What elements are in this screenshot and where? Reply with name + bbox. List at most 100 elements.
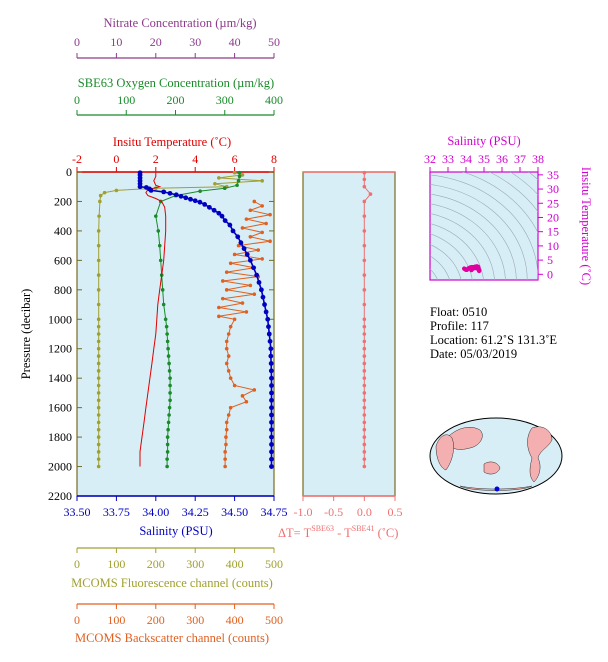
delta-t-label-sup1: SBE63 xyxy=(311,524,334,533)
salinity-point xyxy=(263,309,269,315)
fluorescence-point xyxy=(96,457,101,461)
temperature-axis-label: Insitu Temperature (˚C) xyxy=(113,135,231,149)
salinity-tick-labels: 33.50 33.75 34.00 34.25 34.50 34.75 xyxy=(64,496,288,519)
float-location-marker xyxy=(494,486,500,492)
nitrate-tick-label: 20 xyxy=(150,35,162,49)
fluorescence-point xyxy=(260,179,264,183)
oxygen-point xyxy=(158,258,163,263)
delta-t-tick-labels: -1.0 -0.5 0.0 0.5 xyxy=(294,496,403,519)
oxygen-point xyxy=(154,214,158,218)
delta-t-point xyxy=(362,339,367,344)
delta-t-point xyxy=(362,464,367,469)
isopycnal-line xyxy=(430,203,506,280)
salinity-point xyxy=(269,390,274,396)
float-location: Location: 61.2˚S 131.3˚E xyxy=(430,333,558,347)
backscatter-point xyxy=(224,346,229,351)
oxygen-point xyxy=(165,464,169,469)
oxygen-axis-label: SBE63 Oxygen Concentration (µm/kg) xyxy=(78,76,274,90)
delta-t-point xyxy=(362,376,367,380)
backscatter-point xyxy=(232,383,237,388)
ts-temperature-axis-label: Insitu Temperature (˚C) xyxy=(579,167,593,285)
fluorescence-point xyxy=(96,464,101,469)
oxygen-point xyxy=(166,346,170,351)
world-map xyxy=(429,417,563,495)
backscatter-axis-label: MCOMS Backscatter channel (counts) xyxy=(75,631,269,645)
temperature-tick-labels: -2 0 2 4 6 8 xyxy=(72,152,277,172)
ts-series xyxy=(462,264,482,274)
landmass-asia xyxy=(444,427,483,450)
fluorescence-axis: 0 100 200 300 400 500 MCOMS Fluorescence chan… xyxy=(71,547,283,590)
backscatter-point xyxy=(260,230,264,235)
fluorescence-point xyxy=(102,190,107,195)
salinity-point xyxy=(269,449,274,455)
fluorescence-point xyxy=(96,435,101,439)
salinity-point xyxy=(269,442,274,447)
delta-t-point xyxy=(362,332,367,336)
fluorescence-point xyxy=(240,173,245,177)
delta-t-point xyxy=(362,427,367,432)
fluorescence-point xyxy=(96,258,101,263)
fluorescence-point xyxy=(96,302,101,307)
delta-t-point xyxy=(362,184,367,189)
salinity-point xyxy=(137,184,143,190)
delta-t-point xyxy=(362,346,367,351)
temperature-tick-label: 4 xyxy=(192,152,198,166)
backscatter-point xyxy=(224,442,228,447)
fluorescence-tick-labels: 0 100 200 300 400 500 xyxy=(74,548,283,571)
isopycnal-line xyxy=(430,213,495,280)
delta-t-point xyxy=(368,192,373,196)
salinity-point xyxy=(148,188,154,193)
oxygen-point xyxy=(161,302,166,307)
salinity-tick-label: 34.00 xyxy=(142,505,169,519)
salinity-point xyxy=(202,202,208,207)
ts-point xyxy=(476,268,482,274)
ts-temperature-tick-label: 15 xyxy=(547,225,559,239)
salinity-point xyxy=(269,419,274,425)
ts-salinity-tick-label: 33 xyxy=(442,152,454,166)
backscatter-point xyxy=(260,257,264,261)
oxygen-point xyxy=(164,324,169,329)
oxygen-tick-label: 100 xyxy=(117,93,135,107)
fluorescence-point xyxy=(98,193,103,198)
salinity-point xyxy=(269,397,274,403)
salinity-point xyxy=(269,383,274,388)
backscatter-point xyxy=(236,243,241,248)
backscatter-point xyxy=(224,427,229,432)
salinity-point xyxy=(241,246,247,251)
delta-t-point xyxy=(362,398,367,403)
delta-t-tick-label: 0.5 xyxy=(388,505,403,519)
backscatter-axis: 0 100 200 300 400 500 MCOMS Backscatter chann… xyxy=(74,603,283,645)
oxygen-point xyxy=(237,170,242,175)
oxygen-point xyxy=(167,361,171,366)
delta-t-point xyxy=(362,457,367,461)
salinity-point xyxy=(269,375,274,381)
backscatter-point xyxy=(232,252,237,257)
salinity-point xyxy=(244,252,250,257)
oxygen-point xyxy=(166,354,171,358)
backscatter-point xyxy=(220,279,225,283)
salinity-point xyxy=(251,265,256,271)
oxygen-tick-label: 400 xyxy=(265,93,283,107)
isopycnal-line xyxy=(509,172,538,196)
isopycnal-line xyxy=(430,233,473,280)
oxygen-tick-label: 300 xyxy=(216,93,234,107)
fluorescence-point xyxy=(96,413,101,417)
salinity-point xyxy=(262,302,267,307)
backscatter-tick-labels: 0 100 200 300 400 500 xyxy=(74,604,283,627)
salinity-point xyxy=(254,272,260,278)
salinity-point xyxy=(266,324,271,330)
delta-t-point xyxy=(362,435,367,439)
salinity-point xyxy=(188,196,193,202)
fluorescence-point xyxy=(96,354,101,358)
salinity-point xyxy=(268,353,274,359)
delta-t-point xyxy=(362,383,367,388)
pressure-tick-label: 600 xyxy=(54,253,72,267)
ts-point xyxy=(469,267,474,273)
delta-t-point xyxy=(362,369,367,373)
backscatter-point xyxy=(228,324,233,329)
salinity-point xyxy=(258,287,264,293)
salinity-point xyxy=(183,195,189,201)
backscatter-point xyxy=(228,405,233,410)
salinity-axis-label: Salinity (PSU) xyxy=(139,524,212,538)
oxygen-point xyxy=(168,391,172,395)
